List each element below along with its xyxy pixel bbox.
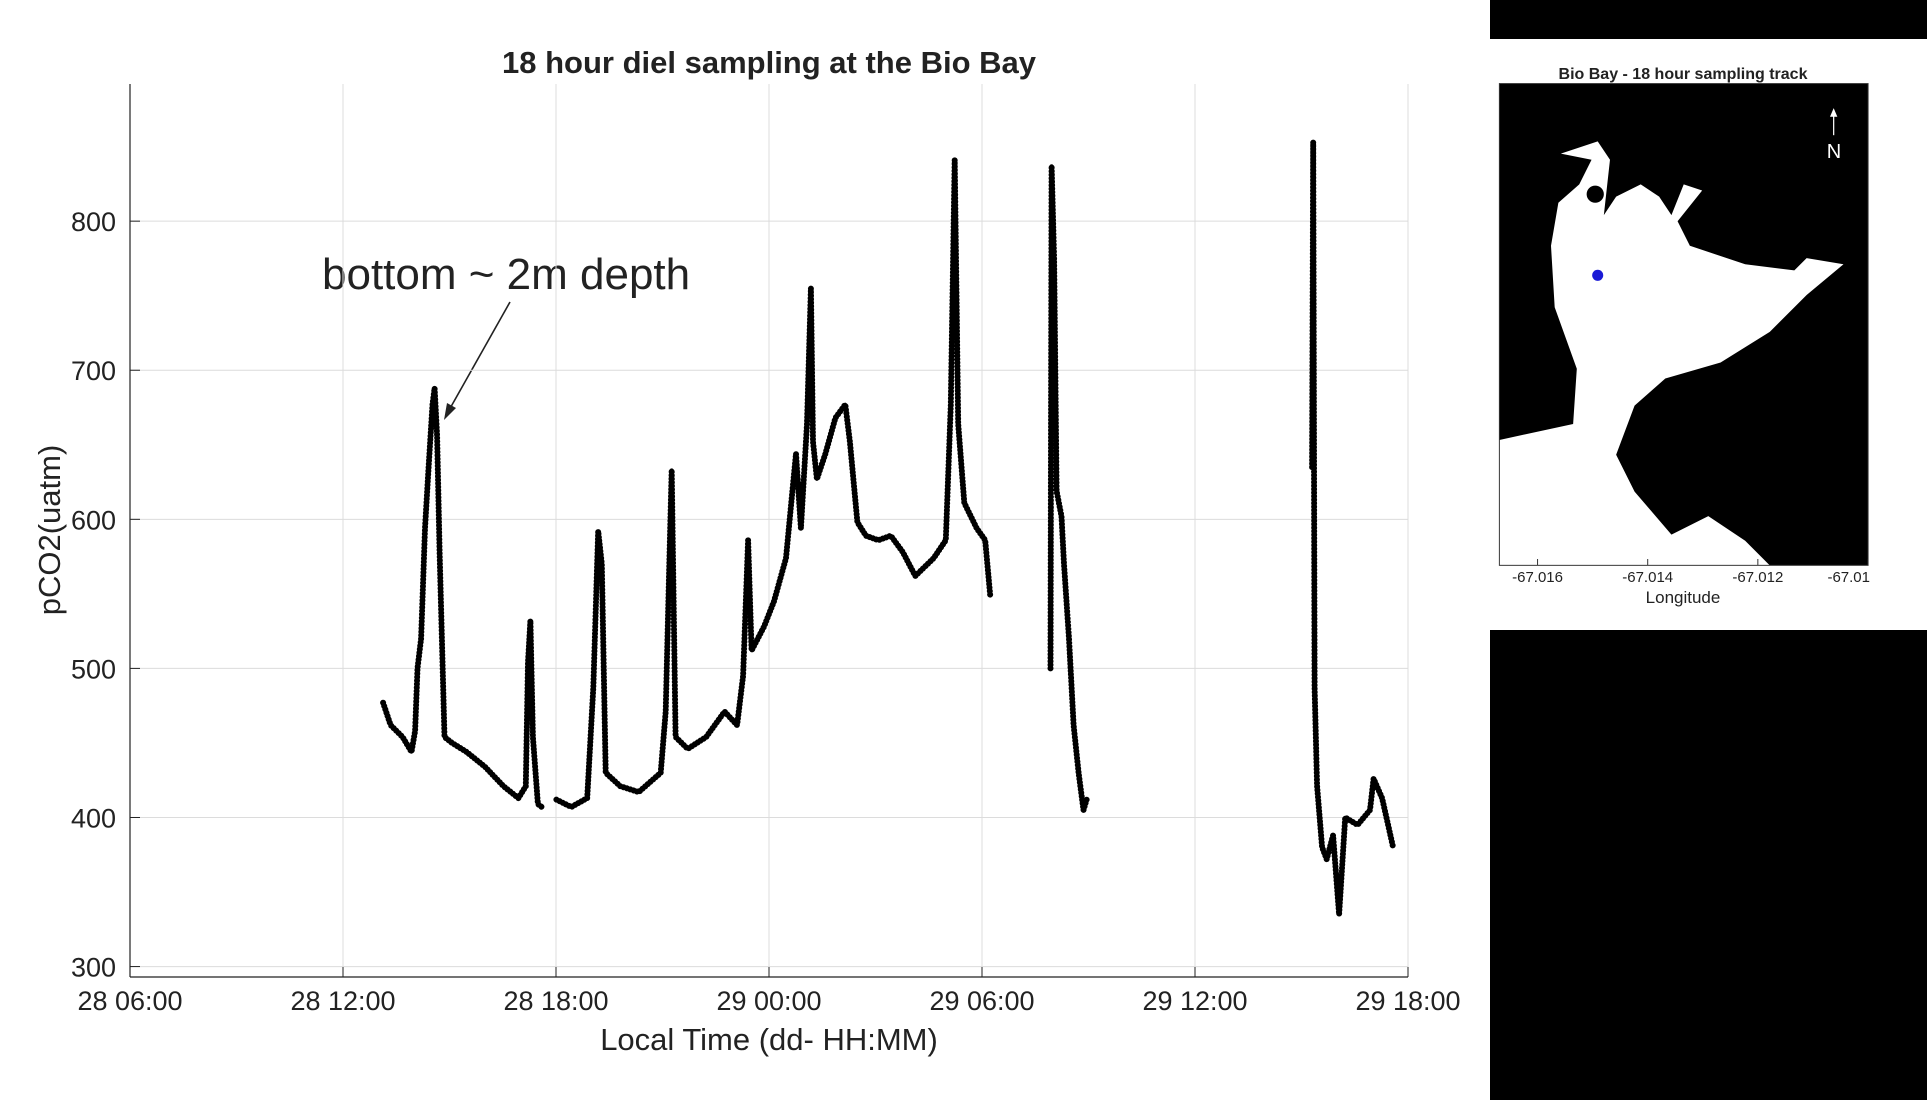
water	[1499, 141, 1844, 566]
map-x-tick-label: -67.01	[1827, 569, 1870, 586]
y-tick-label: 300	[71, 953, 116, 983]
map-x-label: Longitude	[1646, 588, 1721, 607]
y-axis-label: pCO2(uatm)	[32, 445, 67, 616]
annotation-arrow	[447, 301, 511, 413]
annotation-arrowhead	[444, 403, 456, 420]
data-line-core	[381, 140, 1395, 917]
island	[1586, 185, 1604, 203]
x-tick-label: 28 12:00	[290, 986, 395, 1016]
x-tick-label: 28 18:00	[503, 986, 608, 1016]
x-tick-label: 29 18:00	[1355, 986, 1460, 1016]
x-tick-label: 28 06:00	[77, 986, 182, 1016]
y-tick-label: 400	[71, 803, 116, 833]
y-tick-label: 700	[71, 356, 116, 386]
map-x-tick-label: -67.014	[1622, 569, 1673, 586]
x-axis-label: Local Time (dd- HH:MM)	[600, 1022, 938, 1057]
sampling-track	[1592, 269, 1604, 281]
map-x-tick-label: -67.012	[1732, 569, 1783, 586]
map-frame	[1498, 83, 1869, 566]
north-label: N	[1827, 141, 1841, 163]
y-tick-label: 600	[71, 505, 116, 535]
black-band	[1490, 0, 1927, 39]
x-tick-label: 29 06:00	[929, 986, 1034, 1016]
x-tick-label: 29 00:00	[716, 986, 821, 1016]
y-tick-label: 500	[71, 654, 116, 684]
map-title: Bio Bay - 18 hour sampling track	[1559, 66, 1808, 83]
chart-title: 18 hour diel sampling at the Bio Bay	[502, 45, 1037, 80]
x-tick-label: 29 12:00	[1142, 986, 1247, 1016]
north-arrowhead	[1829, 108, 1838, 117]
y-tick-label: 800	[71, 207, 116, 237]
annotation: bottom ~ 2m depth	[322, 250, 690, 299]
map-x-tick-label: -67.016	[1512, 569, 1563, 586]
map-shapes	[1498, 83, 1869, 566]
black-block	[1490, 630, 1927, 1100]
